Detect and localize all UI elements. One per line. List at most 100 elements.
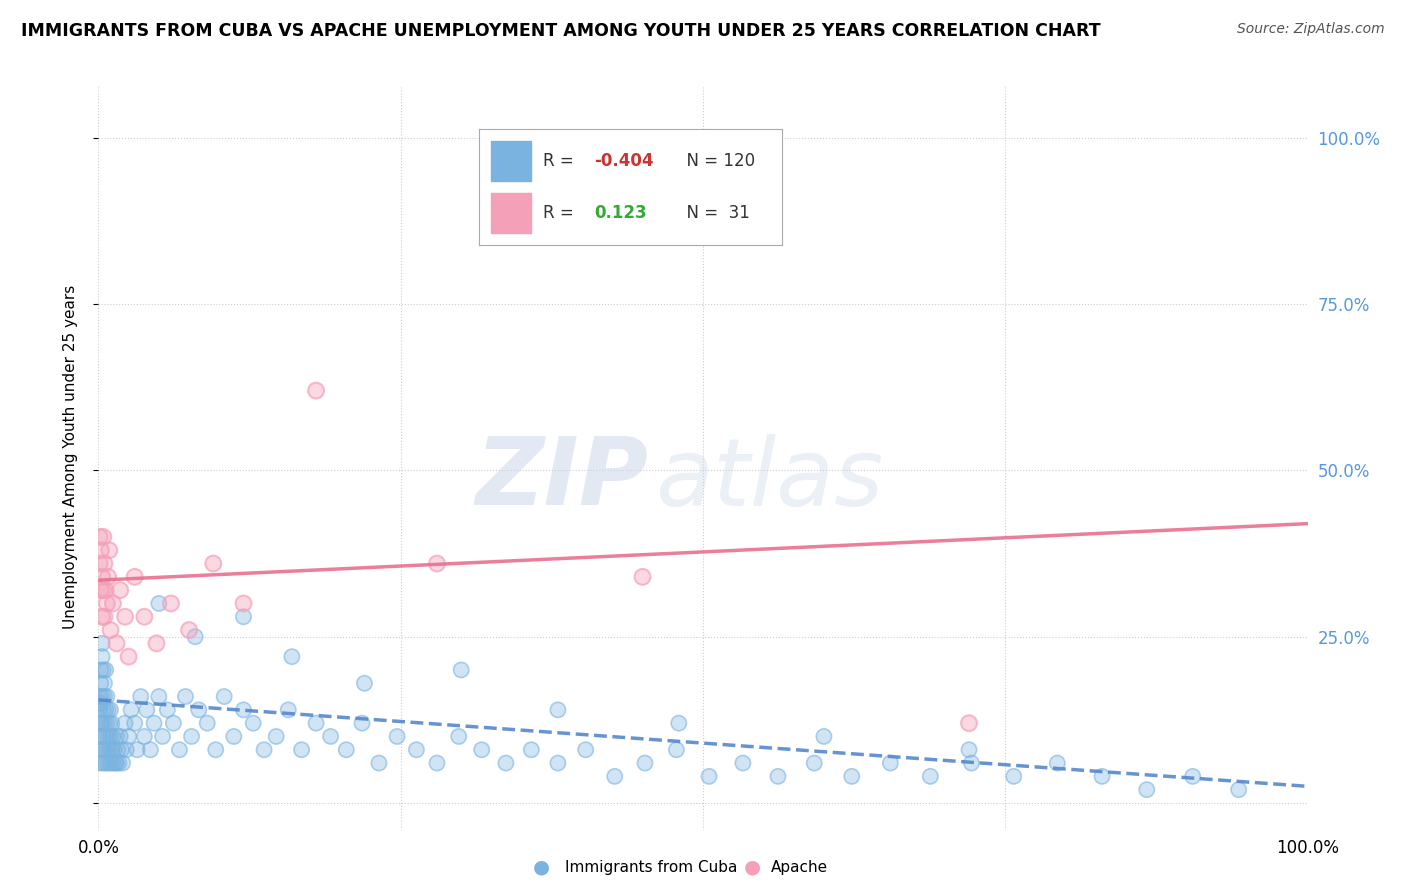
Point xyxy=(547,703,569,717)
Point xyxy=(93,716,115,731)
Point xyxy=(169,743,191,757)
Point xyxy=(96,690,118,704)
Point xyxy=(90,663,112,677)
Point xyxy=(135,703,157,717)
Point xyxy=(101,730,124,744)
Point xyxy=(93,557,115,571)
Point xyxy=(90,716,112,731)
Point xyxy=(520,743,543,757)
Point xyxy=(1227,782,1250,797)
Point xyxy=(124,570,146,584)
Point xyxy=(91,730,114,744)
Point xyxy=(879,756,901,770)
Point xyxy=(187,703,209,717)
Point xyxy=(93,690,115,704)
Point xyxy=(1181,769,1204,783)
Point xyxy=(232,609,254,624)
Point xyxy=(91,743,114,757)
Point xyxy=(110,743,132,757)
Point xyxy=(100,743,122,757)
Point xyxy=(90,676,112,690)
Point xyxy=(148,597,170,611)
Point xyxy=(134,609,156,624)
Point xyxy=(957,743,980,757)
Point xyxy=(920,769,942,783)
Point xyxy=(547,756,569,770)
Point xyxy=(350,716,373,731)
Point xyxy=(89,690,111,704)
Point xyxy=(96,743,118,757)
Point xyxy=(368,756,391,770)
Point xyxy=(100,703,122,717)
Point xyxy=(96,690,118,704)
Point xyxy=(90,743,112,757)
Point xyxy=(127,743,149,757)
Point xyxy=(305,716,328,731)
Point xyxy=(697,769,720,783)
Point xyxy=(148,690,170,704)
Point xyxy=(93,690,115,704)
Y-axis label: Unemployment Among Youth under 25 years: Unemployment Among Youth under 25 years xyxy=(63,285,77,629)
Point xyxy=(426,756,449,770)
Point xyxy=(114,609,136,624)
Point xyxy=(471,743,494,757)
Point xyxy=(118,730,141,744)
Point xyxy=(281,649,304,664)
Point xyxy=(98,743,121,757)
Point xyxy=(766,769,789,783)
Point xyxy=(91,703,114,717)
Point xyxy=(107,743,129,757)
Point xyxy=(242,716,264,731)
Point xyxy=(156,703,179,717)
Point xyxy=(450,663,472,677)
Point xyxy=(134,609,156,624)
Point xyxy=(139,743,162,757)
Point xyxy=(111,756,134,770)
Point xyxy=(169,743,191,757)
Point xyxy=(108,583,131,598)
Point xyxy=(634,756,657,770)
Point xyxy=(960,756,983,770)
Point xyxy=(111,756,134,770)
Point xyxy=(520,743,543,757)
Point xyxy=(118,649,141,664)
Point xyxy=(264,730,287,744)
Point xyxy=(91,530,114,544)
Point xyxy=(305,716,328,731)
Point xyxy=(180,730,202,744)
Point xyxy=(665,743,688,757)
Point xyxy=(105,730,128,744)
Point xyxy=(91,636,114,650)
Point xyxy=(603,769,626,783)
Point xyxy=(114,716,136,731)
Point xyxy=(118,730,141,744)
Point xyxy=(107,743,129,757)
Point xyxy=(222,730,245,744)
Point xyxy=(127,743,149,757)
Point xyxy=(120,703,142,717)
Point xyxy=(447,730,470,744)
Point xyxy=(104,756,127,770)
Point xyxy=(495,756,517,770)
Point xyxy=(96,597,118,611)
Point xyxy=(139,743,162,757)
Point xyxy=(1002,769,1025,783)
Point xyxy=(668,716,690,731)
Point xyxy=(91,583,114,598)
Point xyxy=(264,730,287,744)
Point xyxy=(232,597,254,611)
Point xyxy=(841,769,863,783)
Point xyxy=(668,716,690,731)
Point xyxy=(160,597,183,611)
Point xyxy=(94,703,117,717)
Point xyxy=(97,756,120,770)
Point xyxy=(697,769,720,783)
Point xyxy=(101,756,124,770)
Text: Apache: Apache xyxy=(770,860,828,874)
Point xyxy=(91,570,114,584)
Point xyxy=(575,743,598,757)
Point xyxy=(495,756,517,770)
Point xyxy=(93,609,115,624)
Point xyxy=(100,756,122,770)
Point xyxy=(960,756,983,770)
